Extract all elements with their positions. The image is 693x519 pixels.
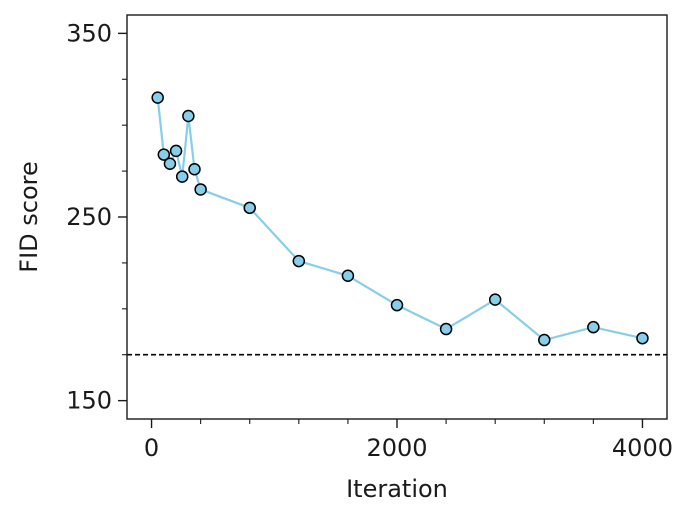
data-point xyxy=(175,170,189,183)
data-point xyxy=(157,148,171,161)
data-point xyxy=(488,293,502,306)
x-tick-label: 4000 xyxy=(612,434,673,462)
data-point xyxy=(151,91,164,104)
data-point xyxy=(341,269,355,283)
data-point xyxy=(587,320,600,334)
data-point xyxy=(194,183,207,196)
y-tick-label: 150 xyxy=(66,387,112,415)
data-point xyxy=(169,144,183,158)
y-tick-label: 250 xyxy=(66,203,112,231)
data-point xyxy=(636,331,649,345)
axes: 0 2000 4000 150 250 350 xyxy=(66,14,673,462)
data-point xyxy=(188,163,201,176)
x-tick-label: 0 xyxy=(144,434,159,462)
x-tick-label: 2000 xyxy=(366,434,427,462)
x-axis-label: Iteration xyxy=(346,475,448,503)
data-point xyxy=(292,254,306,268)
plot-area xyxy=(127,91,667,356)
data-point xyxy=(390,298,404,312)
data-point xyxy=(243,201,256,215)
data-point xyxy=(439,322,453,336)
data-point xyxy=(182,109,195,123)
y-tick-label: 350 xyxy=(66,19,112,47)
y-axis-label: FID score xyxy=(15,161,43,272)
data-point xyxy=(538,333,551,347)
data-point xyxy=(163,157,177,170)
